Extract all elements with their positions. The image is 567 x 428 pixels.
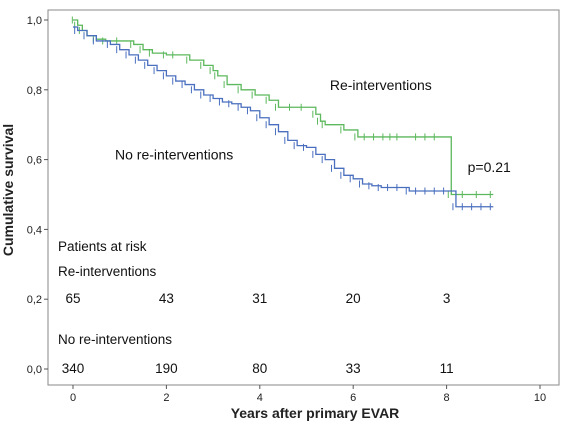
risk-table-title: Patients at risk bbox=[58, 239, 147, 254]
x-tick-label: 8 bbox=[444, 392, 450, 404]
y-tick-label: 0,4 bbox=[27, 224, 42, 236]
x-axis: 0 2 4 6 8 10 bbox=[70, 385, 546, 404]
y-tick-label: 1,0 bbox=[27, 15, 42, 27]
x-tick-label: 4 bbox=[257, 392, 263, 404]
risk-group-label: No re-interventions bbox=[58, 332, 172, 347]
series-line-re-interventions bbox=[73, 19, 494, 196]
x-axis-title: Years after primary EVAR bbox=[231, 405, 400, 421]
risk-group-label: Re-interventions bbox=[58, 264, 157, 279]
risk-table: Patients at risk Re-interventions 65 43 31 20… bbox=[58, 239, 454, 376]
annotation-label: No re-interventions bbox=[115, 147, 233, 163]
x-tick-label: 10 bbox=[534, 392, 546, 404]
risk-count: 20 bbox=[346, 291, 361, 306]
risk-count: 80 bbox=[252, 361, 267, 376]
y-tick-label: 0,0 bbox=[27, 364, 42, 376]
y-axis-title: Cumulative survival bbox=[0, 124, 16, 256]
risk-count: 31 bbox=[252, 291, 267, 306]
series-line-no-re-interventions bbox=[73, 26, 494, 208]
annotations: Re-interventions No re-interventions p=0.2… bbox=[115, 77, 511, 175]
risk-count: 43 bbox=[159, 291, 174, 306]
risk-count: 190 bbox=[155, 361, 178, 376]
y-tick-label: 0,8 bbox=[27, 85, 42, 97]
y-tick-label: 0,2 bbox=[27, 294, 42, 306]
x-tick-label: 0 bbox=[70, 392, 76, 404]
risk-count: 340 bbox=[62, 361, 85, 376]
series-lines bbox=[71, 16, 494, 211]
risk-count: 3 bbox=[443, 291, 451, 306]
risk-count: 65 bbox=[65, 291, 80, 306]
plot-area bbox=[47, 9, 560, 386]
risk-count: 33 bbox=[346, 361, 361, 376]
annotation-label: Re-interventions bbox=[330, 77, 432, 93]
risk-count: 11 bbox=[440, 361, 454, 376]
x-tick-label: 6 bbox=[350, 392, 356, 404]
y-tick-label: 0,6 bbox=[27, 155, 42, 167]
y-axis: 0,0 0,2 0,4 0,6 0,8 1,0 bbox=[27, 15, 48, 376]
annotation-label: p=0.21 bbox=[468, 159, 511, 175]
x-tick-label: 2 bbox=[163, 392, 169, 404]
